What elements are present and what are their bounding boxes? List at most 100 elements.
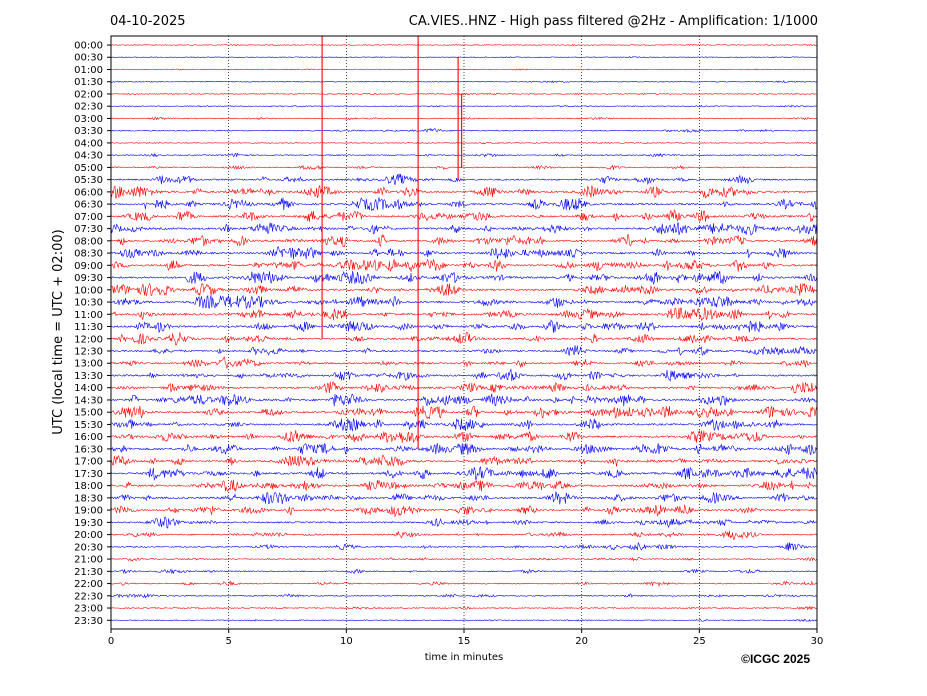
y-tick-label: 00:00	[74, 41, 103, 52]
trace-row	[110, 393, 817, 407]
trace-row	[110, 356, 817, 369]
y-tick-label: 18:30	[74, 493, 103, 504]
y-tick-label: 21:30	[74, 567, 103, 578]
trace-row	[110, 246, 817, 260]
trace-row	[110, 56, 817, 59]
y-tick-label: 08:00	[74, 236, 103, 247]
trace-row	[110, 184, 817, 199]
y-tick-label: 17:30	[74, 469, 103, 480]
y-tick-label: 12:00	[74, 334, 103, 345]
y-tick-label: 03:30	[74, 126, 103, 137]
y-tick-label: 06:00	[74, 187, 103, 198]
y-tick-label: 12:30	[74, 347, 103, 358]
trace-row	[110, 209, 817, 223]
y-tick-label: 16:30	[74, 444, 103, 455]
y-tick-label: 04:00	[74, 138, 103, 149]
trace-row	[110, 306, 817, 322]
trace-row	[110, 332, 817, 346]
y-tick-label: 23:30	[74, 616, 103, 627]
trace-row	[110, 68, 817, 71]
chart-title: CA.VIES..HNZ - High pass filtered @2Hz -…	[409, 14, 818, 29]
y-tick-label: 20:30	[74, 542, 103, 553]
trace-row	[110, 116, 817, 121]
y-axis-label: UTC (local time = UTC + 02:00)	[51, 229, 66, 434]
trace-row	[110, 418, 817, 432]
trace-row	[110, 516, 817, 529]
trace-row	[110, 43, 817, 47]
y-tick-label: 07:30	[74, 224, 103, 235]
traces	[110, 43, 817, 623]
y-tick-label: 15:30	[74, 420, 103, 431]
trace-row	[110, 491, 817, 505]
y-tick-label: 09:30	[74, 273, 103, 284]
trace-row	[110, 466, 817, 481]
y-tick-label: 19:30	[74, 518, 103, 529]
trace-row	[110, 530, 817, 540]
trace-row	[110, 234, 817, 248]
trace-row	[110, 568, 817, 575]
x-tick-label: 10	[340, 636, 353, 647]
trace-row	[110, 294, 817, 310]
y-tick-label: 14:30	[74, 395, 103, 406]
y-tick-label: 21:00	[74, 555, 103, 566]
trace-row	[110, 152, 817, 158]
y-tick-label: 05:00	[74, 163, 103, 174]
trace-row	[110, 283, 817, 297]
y-tick-label: 04:30	[74, 151, 103, 162]
y-tick-label: 06:30	[74, 200, 103, 211]
y-tick-label: 02:00	[74, 89, 103, 100]
y-tick-label: 05:30	[74, 175, 103, 186]
trace-row	[110, 164, 817, 171]
y-tick-label: 22:30	[74, 591, 103, 602]
trace-row	[110, 618, 817, 623]
y-tick-label: 15:00	[74, 408, 103, 419]
y-tick-label: 19:00	[74, 506, 103, 517]
trace-row	[110, 80, 817, 84]
chart-date: 04-10-2025	[110, 14, 186, 29]
x-axis-label: time in minutes	[425, 652, 504, 663]
y-tick-label: 10:00	[74, 285, 103, 296]
y-tick-label: 14:00	[74, 383, 103, 394]
trace-row	[110, 592, 817, 599]
x-tick-label: 25	[693, 636, 706, 647]
x-axis-ticks: 0 5 10 15 20 25 30	[108, 629, 824, 647]
trace-row	[110, 319, 817, 333]
trace-row	[110, 368, 817, 382]
trace-row	[110, 504, 817, 518]
y-tick-label: 11:30	[74, 322, 103, 333]
x-tick-label: 20	[575, 636, 588, 647]
x-tick-label: 15	[458, 636, 471, 647]
y-tick-label: 02:30	[74, 102, 103, 113]
y-tick-label: 00:30	[74, 53, 103, 64]
trace-row	[110, 430, 817, 444]
y-tick-label: 01:00	[74, 65, 103, 76]
y-tick-label: 16:00	[74, 432, 103, 443]
trace-row	[110, 345, 817, 357]
trace-row	[110, 580, 817, 588]
x-tick-label: 30	[811, 636, 824, 647]
trace-row	[110, 104, 817, 108]
y-tick-label: 13:30	[74, 371, 103, 382]
trace-row	[110, 479, 817, 492]
copyright-label: ©ICGC 2025	[741, 652, 810, 666]
trace-row	[110, 443, 817, 456]
y-tick-label: 03:00	[74, 114, 103, 125]
trace-row	[110, 92, 817, 96]
trace-row	[110, 141, 817, 145]
y-tick-label: 08:30	[74, 249, 103, 260]
trace-row	[110, 556, 817, 562]
y-tick-label: 17:00	[74, 457, 103, 468]
y-tick-label: 09:00	[74, 261, 103, 272]
trace-row	[110, 405, 817, 420]
trace-row	[110, 381, 817, 394]
y-tick-label: 10:30	[74, 298, 103, 309]
trace-row	[110, 127, 817, 133]
y-tick-label: 13:00	[74, 359, 103, 370]
event-spikes	[321, 36, 463, 449]
x-tick-label: 5	[225, 636, 231, 647]
y-tick-label: 20:00	[74, 530, 103, 541]
y-tick-label: 07:00	[74, 212, 103, 223]
trace-row	[110, 196, 817, 212]
